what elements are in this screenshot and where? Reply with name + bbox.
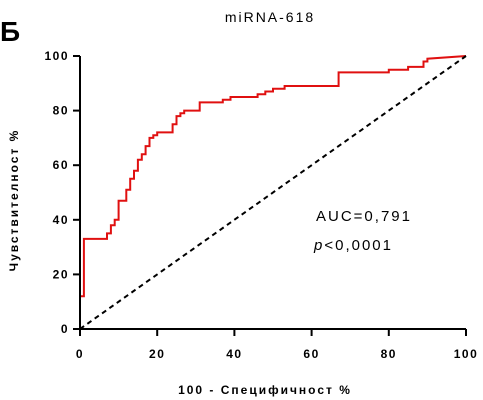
auc-annotation: AUC=0,791 [316,208,412,225]
y-tick-label: 20 [53,267,69,281]
y-axis-label: Чувствителност % [7,129,21,272]
x-tick-label: 80 [381,347,397,361]
y-tick-label: 60 [53,158,69,172]
y-tick-label: 40 [53,213,69,227]
roc-curve-line [79,55,467,329]
p-symbol: p [313,237,324,254]
x-tick-label: 60 [303,347,319,361]
y-tick-label: 100 [44,49,69,63]
x-tick-label: 20 [149,347,165,361]
x-axis-label: 100 - Специфичност % [178,383,352,397]
reference-diagonal-line [79,55,467,330]
x-tick-label: 0 [76,347,84,361]
p-value-annotation: p<0,0001 [313,237,393,254]
x-tick-label: 100 [454,347,479,361]
panel-letter: Б [0,16,21,47]
chart-title: miRNA-618 [225,9,315,25]
y-tick-label: 80 [53,104,69,118]
x-tick-label: 40 [226,347,242,361]
y-tick-label: 0 [61,322,69,336]
p-value: <0,0001 [324,237,393,254]
